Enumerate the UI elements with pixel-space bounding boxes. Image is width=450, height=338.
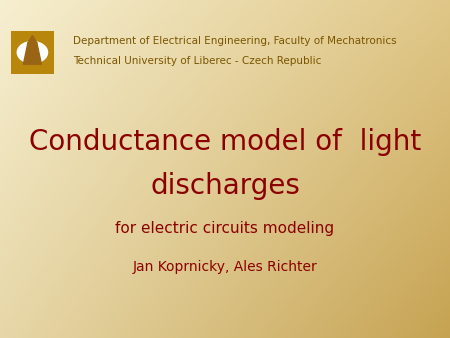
Text: Technical University of Liberec - Czech Republic: Technical University of Liberec - Czech … (73, 56, 322, 66)
Text: Conductance model of  light: Conductance model of light (29, 128, 421, 156)
Polygon shape (23, 43, 41, 64)
Polygon shape (28, 35, 37, 43)
FancyBboxPatch shape (11, 31, 54, 74)
Circle shape (15, 40, 50, 65)
Text: for electric circuits modeling: for electric circuits modeling (116, 221, 334, 236)
Text: Department of Electrical Engineering, Faculty of Mechatronics: Department of Electrical Engineering, Fa… (73, 36, 397, 46)
Text: discharges: discharges (150, 172, 300, 200)
Text: Jan Koprnicky, Ales Richter: Jan Koprnicky, Ales Richter (133, 260, 317, 274)
